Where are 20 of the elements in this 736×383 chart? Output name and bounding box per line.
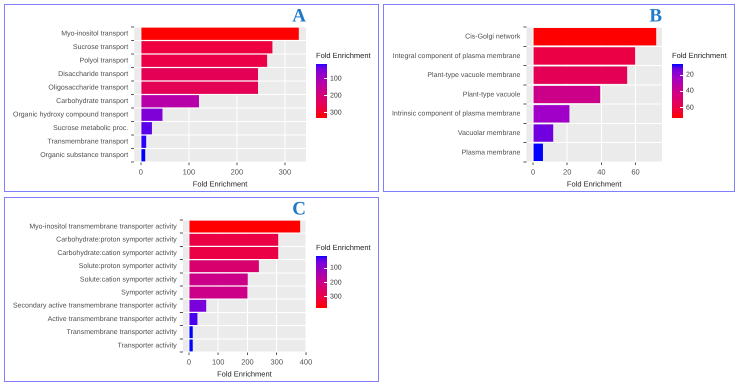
bar — [534, 86, 600, 104]
bar — [534, 105, 570, 122]
bar — [141, 28, 299, 40]
chart-title: B — [649, 5, 662, 26]
bar — [189, 300, 206, 312]
chart-title: A — [292, 5, 306, 26]
bar — [534, 66, 628, 84]
bar — [189, 260, 259, 272]
bar — [189, 313, 198, 325]
chart-title: C — [292, 198, 306, 220]
bar — [141, 136, 146, 148]
bar — [189, 220, 300, 233]
bar — [141, 149, 146, 162]
bar — [141, 108, 162, 121]
bar — [534, 28, 656, 46]
bar — [534, 144, 543, 162]
bar — [141, 95, 199, 108]
bar — [141, 122, 152, 134]
bar — [534, 47, 636, 65]
bar — [534, 124, 554, 142]
